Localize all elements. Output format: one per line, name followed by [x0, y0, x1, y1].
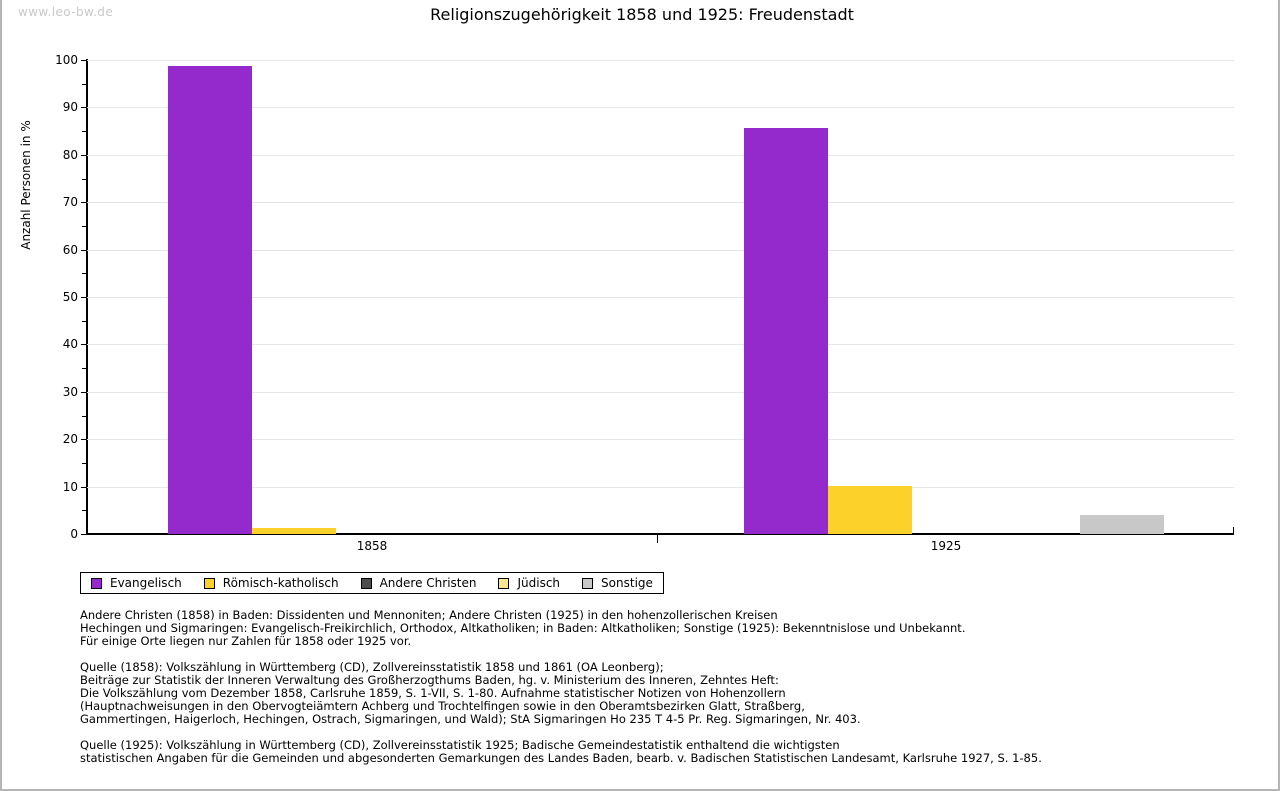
grid-line [87, 297, 1234, 298]
footnote-line: Beiträge zur Statistik der Inneren Verwa… [80, 673, 779, 687]
bar[interactable] [828, 485, 912, 534]
grid-line [87, 344, 1234, 346]
grid-line [87, 439, 1234, 441]
y-tick-label: 0 [70, 527, 78, 541]
y-tick-major [81, 534, 87, 535]
y-tick-label: 80 [62, 147, 78, 162]
y-tick-minor [82, 320, 87, 322]
grid-line [87, 60, 1234, 61]
legend-swatch-icon [203, 577, 215, 589]
legend-item[interactable]: Andere Christen [360, 576, 477, 590]
legend-swatch-icon [360, 577, 372, 589]
legend-item[interactable]: Evangelisch [91, 576, 182, 590]
footnote-line: Für einige Orte liegen nur Zahlen für 18… [80, 634, 412, 648]
x-tick [87, 527, 88, 535]
legend-item[interactable]: Sonstige [582, 576, 653, 590]
footnotes: Andere Christen (1858) in Baden: Disside… [80, 609, 1200, 778]
grid-line [87, 486, 1234, 488]
bar[interactable] [744, 127, 828, 534]
grid-line [87, 249, 1234, 251]
footnote-block: Andere Christen (1858) in Baden: Disside… [80, 609, 1200, 648]
plot-area [87, 60, 1234, 534]
grid-line [87, 391, 1234, 393]
y-tick-minor [82, 462, 87, 464]
grid-line [87, 154, 1234, 156]
y-tick-label: 20 [62, 432, 78, 447]
y-tick-minor [82, 131, 87, 133]
footnote-block: Quelle (1925): Volkszählung in Württembe… [80, 739, 1200, 765]
footnote-line: Die Volkszählung vom Dezember 1858, Carl… [80, 686, 786, 700]
y-tick-label: 100 [55, 53, 78, 67]
legend-label: Jüdisch [517, 576, 561, 590]
legend-item[interactable]: Römisch-katholisch [203, 576, 339, 590]
legend-swatch-icon [498, 577, 510, 589]
x-tick [657, 535, 658, 543]
site-watermark: www.leo-bw.de [18, 5, 114, 19]
legend-item[interactable]: Jüdisch [498, 576, 560, 590]
y-tick-major [81, 249, 87, 251]
y-tick-minor [82, 273, 87, 275]
y-tick-major [81, 439, 87, 441]
bar[interactable] [1080, 515, 1164, 534]
footnote-line: Quelle (1858): Volkszählung in Württembe… [80, 660, 664, 674]
legend-label: Römisch-katholisch [222, 576, 339, 590]
y-tick-label: 70 [62, 195, 78, 210]
footnote-block: Quelle (1858): Volkszählung in Württembe… [80, 661, 1200, 726]
y-tick-label: 90 [62, 100, 78, 115]
chart-legend: Evangelisch Römisch-katholisch Andere Chri… [80, 572, 664, 594]
y-tick-major [81, 391, 87, 393]
footnote-line: Hechingen und Sigmaringen: Evangelisch-F… [80, 621, 966, 635]
grid-line [87, 202, 1234, 204]
y-axis-tick-labels: 0 10 20 30 40 50 60 70 80 90 100 [10, 0, 78, 791]
y-tick-minor [82, 178, 87, 180]
footnote-line: Andere Christen (1858) in Baden: Disside… [80, 608, 778, 622]
y-tick-minor [82, 83, 87, 85]
x-tick-label: 1925 [930, 539, 962, 553]
y-tick-label: 50 [62, 290, 78, 304]
bar[interactable] [168, 66, 252, 534]
footnote-line: Gammertingen, Haigerloch, Hechingen, Ost… [80, 712, 861, 726]
y-tick-major [81, 202, 87, 204]
y-tick-label: 30 [62, 384, 78, 399]
x-axis-line [86, 533, 1234, 535]
legend-label: Evangelisch [110, 576, 182, 590]
x-tick-label: 1858 [356, 539, 388, 553]
y-tick-label: 40 [62, 337, 78, 352]
footnote-line: (Hauptnachweisungen in den Obervogteiämt… [80, 699, 805, 713]
y-tick-minor [82, 225, 87, 227]
bar[interactable] [252, 527, 336, 534]
grid-line [87, 107, 1234, 109]
y-tick-major [81, 486, 87, 488]
y-tick-major [81, 154, 87, 156]
legend-swatch-icon [91, 577, 102, 589]
y-tick-label: 60 [62, 242, 78, 257]
y-tick-major [81, 60, 87, 61]
y-tick-minor [82, 510, 87, 512]
x-tick [1233, 527, 1234, 535]
y-tick-label: 10 [62, 479, 78, 494]
y-tick-major [81, 297, 87, 298]
footnote-line: Quelle (1925): Volkszählung in Württembe… [80, 738, 840, 752]
footnote-line: statistischen Angaben für die Gemeinden … [80, 751, 1042, 765]
legend-label: Sonstige [601, 576, 653, 590]
chart-title: Religionszugehörigkeit 1858 und 1925: Fr… [430, 5, 854, 24]
y-tick-minor [82, 415, 87, 417]
y-tick-major [81, 344, 87, 346]
y-tick-major [81, 107, 87, 109]
legend-label: Andere Christen [379, 576, 477, 590]
legend-swatch-icon [582, 577, 594, 589]
y-tick-minor [82, 368, 87, 370]
